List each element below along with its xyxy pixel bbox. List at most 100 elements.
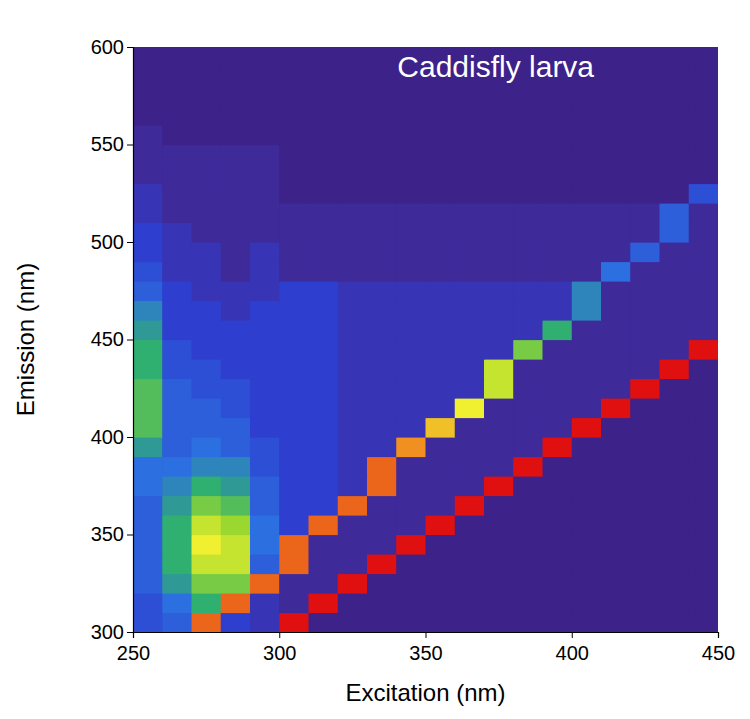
tick-mark [127,437,133,438]
heatmap-cell [660,125,690,145]
heatmap-cell [250,47,280,67]
heatmap-cell [513,535,543,555]
heatmap-cell [689,320,718,340]
heatmap-cell [309,418,339,438]
x-axis: 250300350400450 [117,632,735,664]
heatmap-cell [367,515,397,535]
heatmap-cell [630,379,660,399]
heatmap-cell [484,613,514,633]
heatmap-cell [572,86,602,106]
heatmap-cell [426,340,456,360]
heatmap-cell [543,281,573,301]
heatmap-cell [338,496,368,516]
heatmap-cell [162,496,192,516]
tick-mark [279,632,280,638]
heatmap-cell [484,496,514,516]
heatmap-cell [513,496,543,516]
heatmap-cell [396,203,426,223]
heatmap-cell [367,554,397,574]
heatmap-cell [133,379,163,399]
heatmap-cell [279,496,309,516]
heatmap-cell [367,145,397,165]
heatmap-cell [484,242,514,262]
heatmap-cell [250,398,280,418]
heatmap-cell [133,535,163,555]
heatmap-cell [513,184,543,204]
heatmap-cell [133,203,163,223]
heatmap-cell [367,184,397,204]
heatmap-cell [221,301,251,321]
heatmap-cell [279,437,309,457]
heatmap-cell [133,476,163,496]
heatmap-cell [250,86,280,106]
heatmap-cell [133,359,163,379]
heatmap-cell [426,106,456,126]
heatmap-cell [221,593,251,613]
plot-background [133,47,718,632]
heatmap-cell [543,515,573,535]
heatmap-cell [162,164,192,184]
x-axis-title: Excitation (nm) [345,679,505,706]
heatmap-cell [367,496,397,516]
heatmap-cell [543,379,573,399]
heatmap-cell [484,437,514,457]
tick: 300 [263,632,296,664]
tick-label: 550 [91,133,124,155]
heatmap-cell [601,125,631,145]
heatmap-cell [513,613,543,633]
heatmap-cell [630,164,660,184]
heatmap-cell [513,125,543,145]
tick-mark [127,535,133,536]
heatmap-cell [396,340,426,360]
heatmap-cell [279,281,309,301]
heatmap-cell [689,398,718,418]
heatmap-cell [484,184,514,204]
heatmap-cell [543,496,573,516]
heatmap-cell [338,86,368,106]
heatmap-cell [250,164,280,184]
heatmap-cell [601,613,631,633]
y-axis: 300350400450500550600 [91,36,134,643]
heatmap-cell [396,535,426,555]
heatmap-cell [426,301,456,321]
heatmap-cell [279,574,309,594]
heatmap-cell [660,340,690,360]
heatmap-cell [162,340,192,360]
heatmap-cell [338,145,368,165]
heatmap-cell [630,125,660,145]
heatmap-cell [338,301,368,321]
heatmap-cell [162,515,192,535]
heatmap-cell [250,242,280,262]
heatmap-cell [572,359,602,379]
heatmap-cell [455,145,485,165]
heatmap-cell [455,242,485,262]
heatmap-cell [192,203,222,223]
heatmap-cell [367,242,397,262]
heatmap-cell [309,47,339,67]
heatmap-cell [367,164,397,184]
heatmap-cell [338,125,368,145]
heatmap-cell [455,203,485,223]
heatmap-cell [309,86,339,106]
heatmap-cell [162,125,192,145]
heatmap-cell [221,515,251,535]
heatmap-cell [543,437,573,457]
heatmap-cell [660,145,690,165]
tick-label: 350 [409,642,442,664]
heatmap-cell [338,203,368,223]
heatmap-cell [309,281,339,301]
heatmap-cell [396,593,426,613]
heatmap-cell [630,398,660,418]
heatmap-cell [513,145,543,165]
heatmap-cell [660,593,690,613]
heatmap-cell [601,320,631,340]
heatmap-cell [513,398,543,418]
heatmap-cell [162,574,192,594]
heatmap-cell [689,223,718,243]
heatmap-cell [513,106,543,126]
heatmap-cell [279,223,309,243]
heatmap-cell [455,281,485,301]
heatmap-cell [279,379,309,399]
heatmap-cell [396,418,426,438]
heatmap-cell [162,184,192,204]
